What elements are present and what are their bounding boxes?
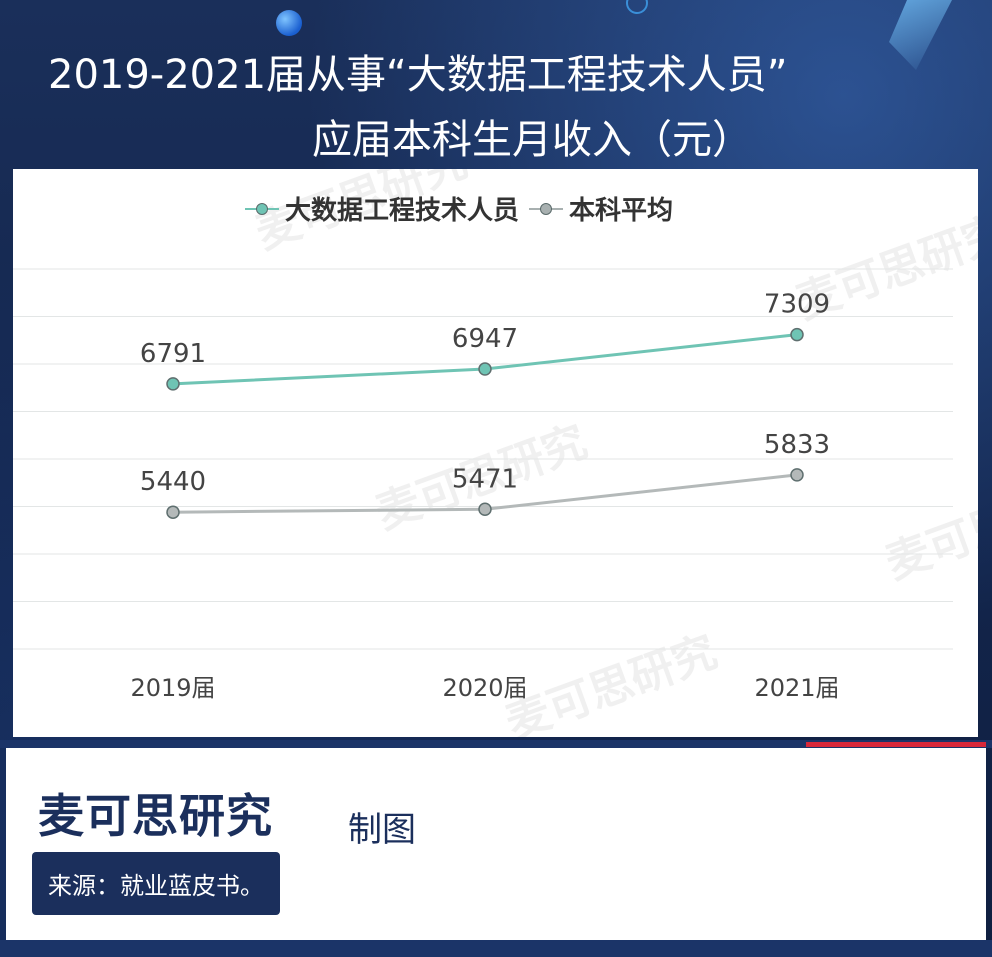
data-point (166, 505, 180, 519)
brand-subtitle: 制图 (348, 810, 416, 850)
decorative-circle (276, 10, 302, 36)
x-tick-label: 2020届 (442, 674, 527, 702)
data-label: 6947 (452, 324, 518, 354)
legend-item-average: 本科平均 (529, 190, 673, 227)
x-tick-label: 2021届 (754, 674, 839, 702)
legend-label-bigdata: 大数据工程技术人员 (285, 196, 520, 226)
data-point (166, 377, 180, 391)
data-label: 6791 (140, 339, 206, 369)
data-label: 7309 (764, 290, 830, 320)
data-point (478, 362, 492, 376)
data-point (790, 468, 804, 482)
bottom-bar (0, 940, 992, 957)
chart-legend: 大数据工程技术人员 本科平均 (245, 190, 673, 227)
watermark-text: 麦可思研究 (879, 466, 978, 589)
data-label: 5440 (140, 467, 206, 497)
data-point (790, 327, 804, 342)
x-tick-label: 2019届 (130, 674, 215, 702)
legend-marker-average (529, 202, 564, 216)
data-label: 5833 (764, 430, 830, 460)
source-note: 来源：就业蓝皮书。 (32, 852, 280, 915)
footer-divider (0, 740, 992, 748)
footer-panel: 麦可思研究 制图 来源：就业蓝皮书。 (6, 748, 986, 940)
decorative-ring (626, 0, 648, 14)
legend-item-bigdata: 大数据工程技术人员 (245, 190, 519, 227)
watermark-text: 麦可思研究 (499, 626, 723, 737)
chart-title-line2: 应届本科生月收入（元） (312, 117, 752, 163)
footer-accent-bar (806, 742, 986, 747)
legend-label-average: 本科平均 (569, 196, 674, 226)
data-label: 5471 (452, 464, 518, 494)
brand-logo-text: 麦可思研究 (38, 789, 273, 843)
chart-title-line1: 2019-2021届从事“大数据工程技术人员” (48, 52, 788, 98)
chart-panel: 麦可思研究 麦可思研究 麦可思研究 麦可思研究 麦可思研究 6791 6947 7309 544… (13, 169, 978, 737)
legend-marker-bigdata (245, 202, 279, 216)
data-point (478, 502, 492, 517)
